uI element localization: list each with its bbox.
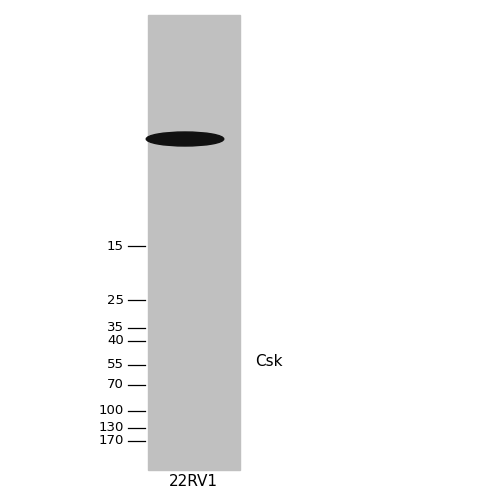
Text: 40: 40	[107, 334, 124, 347]
Text: 130: 130	[98, 421, 124, 434]
Text: 15: 15	[107, 240, 124, 252]
Ellipse shape	[146, 132, 224, 146]
Text: 70: 70	[107, 378, 124, 392]
Text: 35: 35	[107, 321, 124, 334]
Text: 22RV1: 22RV1	[169, 474, 218, 488]
Bar	[148, 15, 240, 470]
Text: 25: 25	[107, 294, 124, 306]
Text: 100: 100	[99, 404, 124, 417]
Text: 170: 170	[98, 434, 124, 448]
Text: 55: 55	[107, 358, 124, 372]
Text: Csk: Csk	[255, 354, 282, 368]
